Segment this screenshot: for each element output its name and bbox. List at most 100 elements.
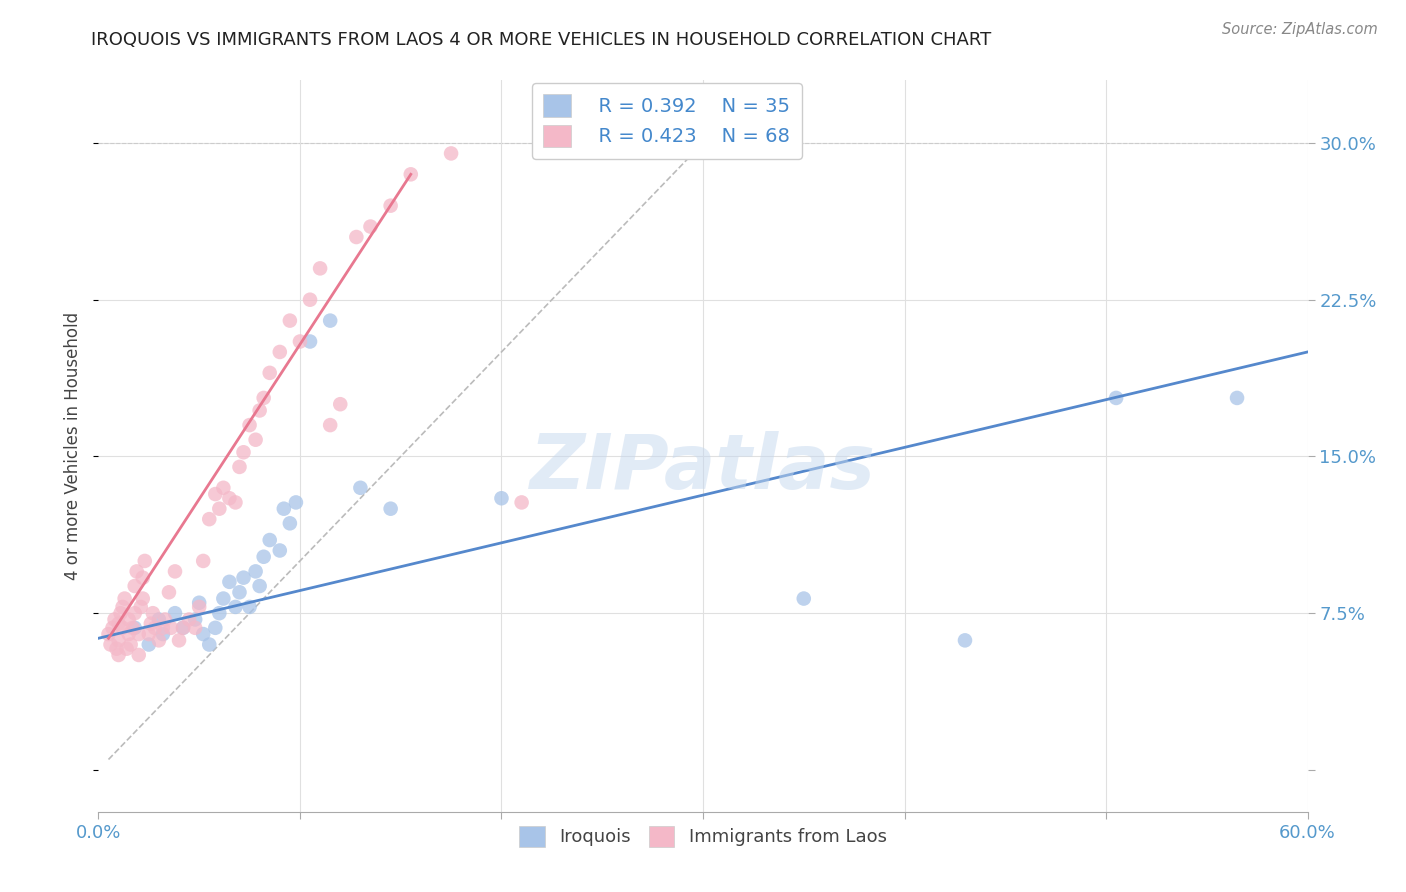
Text: ZIPatlas: ZIPatlas xyxy=(530,431,876,505)
Point xyxy=(138,638,160,652)
Point xyxy=(245,565,267,579)
Point xyxy=(152,627,174,641)
Point xyxy=(253,549,276,564)
Point xyxy=(152,621,174,635)
Point xyxy=(204,487,226,501)
Point xyxy=(245,433,267,447)
Point xyxy=(198,638,221,652)
Point xyxy=(124,579,146,593)
Point xyxy=(125,565,148,579)
Point xyxy=(249,579,271,593)
Point xyxy=(218,491,240,506)
Point xyxy=(142,606,165,620)
Point xyxy=(232,445,254,459)
Point xyxy=(218,574,240,589)
Point xyxy=(129,599,152,614)
Point xyxy=(148,633,170,648)
Point xyxy=(134,554,156,568)
Point xyxy=(100,638,122,652)
Point xyxy=(172,621,194,635)
Point xyxy=(153,612,176,626)
Point xyxy=(208,606,231,620)
Y-axis label: 4 or more Vehicles in Household: 4 or more Vehicles in Household xyxy=(65,312,83,580)
Point xyxy=(399,167,422,181)
Point xyxy=(269,345,291,359)
Point xyxy=(139,616,162,631)
Point xyxy=(299,334,322,349)
Point xyxy=(349,481,371,495)
Point xyxy=(118,627,141,641)
Point xyxy=(510,495,533,509)
Point xyxy=(204,621,226,635)
Point xyxy=(360,219,382,234)
Point xyxy=(208,501,231,516)
Point xyxy=(309,261,332,276)
Point xyxy=(188,596,211,610)
Point xyxy=(319,418,342,433)
Point xyxy=(259,533,281,547)
Point xyxy=(278,516,301,531)
Point xyxy=(193,627,215,641)
Point xyxy=(157,585,180,599)
Point xyxy=(278,313,301,327)
Point xyxy=(97,627,120,641)
Point xyxy=(212,591,235,606)
Point xyxy=(107,633,129,648)
Point xyxy=(107,616,129,631)
Point xyxy=(953,633,976,648)
Point xyxy=(228,459,250,474)
Point xyxy=(284,495,307,509)
Point xyxy=(288,334,311,349)
Point xyxy=(172,621,194,635)
Point xyxy=(128,648,150,662)
Point xyxy=(232,571,254,585)
Point xyxy=(167,633,190,648)
Point xyxy=(319,313,342,327)
Point xyxy=(228,585,250,599)
Point xyxy=(249,403,271,417)
Point xyxy=(380,199,402,213)
Point xyxy=(491,491,513,506)
Point xyxy=(184,621,207,635)
Point xyxy=(148,612,170,626)
Point xyxy=(111,621,134,635)
Point xyxy=(253,391,276,405)
Point xyxy=(105,641,128,656)
Point xyxy=(239,599,262,614)
Point xyxy=(259,366,281,380)
Point xyxy=(380,501,402,516)
Point xyxy=(440,146,463,161)
Point xyxy=(179,612,201,626)
Point xyxy=(111,599,134,614)
Legend: Iroquois, Immigrants from Laos: Iroquois, Immigrants from Laos xyxy=(512,819,894,854)
Point xyxy=(1105,391,1128,405)
Point xyxy=(1226,391,1249,405)
Point xyxy=(110,606,132,620)
Point xyxy=(101,621,124,635)
Point xyxy=(184,612,207,626)
Point xyxy=(114,591,136,606)
Point xyxy=(193,554,215,568)
Point xyxy=(329,397,352,411)
Point xyxy=(163,565,186,579)
Point xyxy=(224,599,246,614)
Point xyxy=(188,599,211,614)
Point xyxy=(132,571,155,585)
Point xyxy=(344,230,367,244)
Point xyxy=(124,621,146,635)
Point xyxy=(299,293,322,307)
Point xyxy=(132,591,155,606)
Point xyxy=(163,606,186,620)
Point xyxy=(143,621,166,635)
Point xyxy=(212,481,235,495)
Point xyxy=(160,621,183,635)
Point xyxy=(239,418,262,433)
Point xyxy=(198,512,221,526)
Point xyxy=(224,495,246,509)
Point xyxy=(793,591,815,606)
Point xyxy=(121,621,143,635)
Point xyxy=(120,638,142,652)
Point xyxy=(124,606,146,620)
Text: Source: ZipAtlas.com: Source: ZipAtlas.com xyxy=(1222,22,1378,37)
Point xyxy=(269,543,291,558)
